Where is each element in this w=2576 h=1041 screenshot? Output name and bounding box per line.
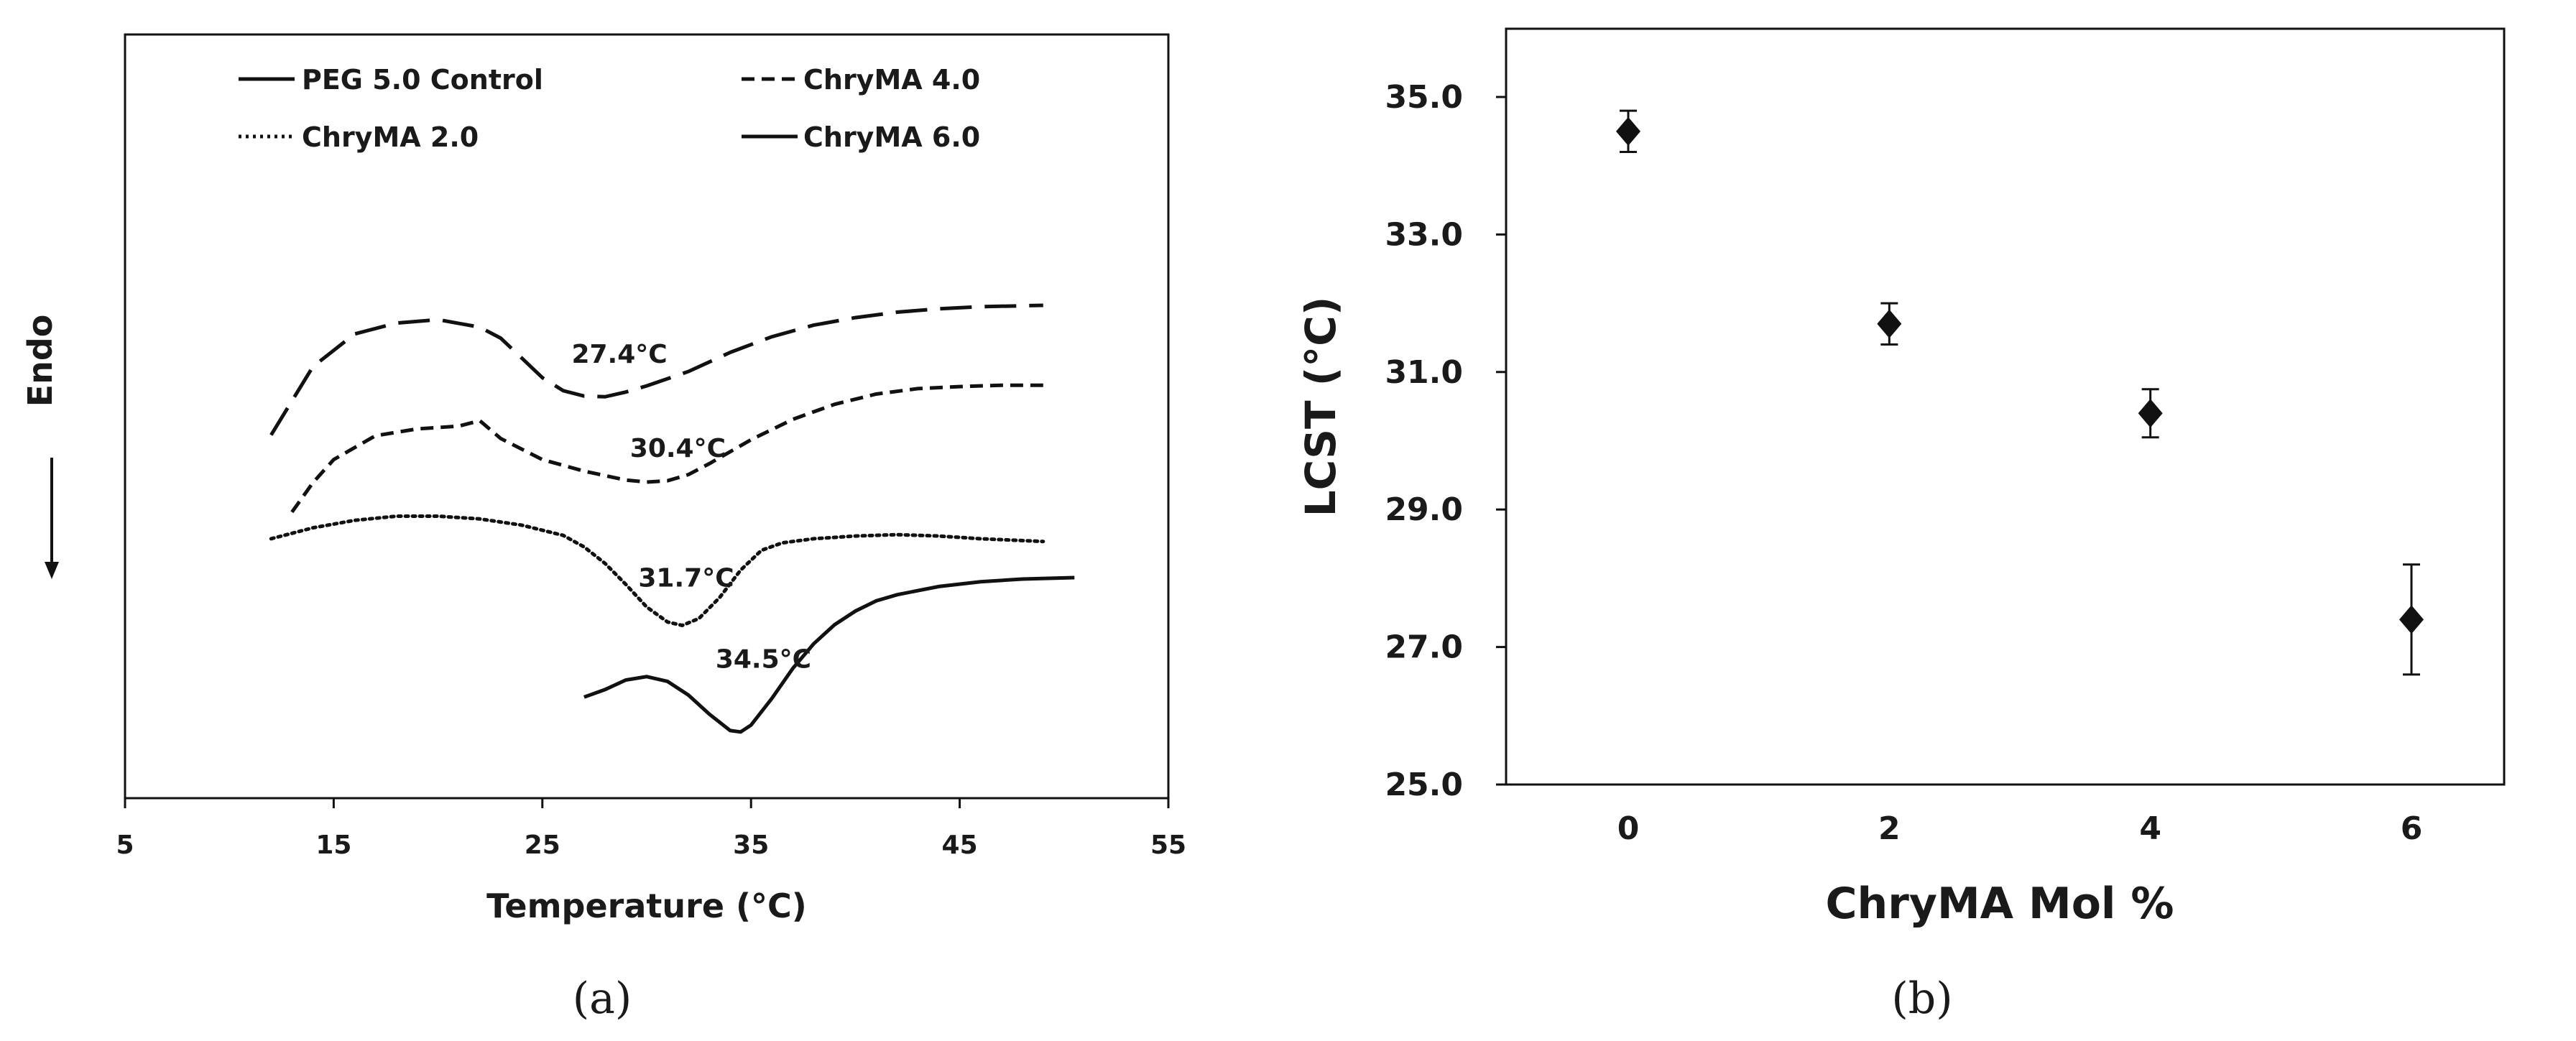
- x-tick-label: 35: [733, 831, 769, 860]
- y-tick-label: 35.0: [1385, 79, 1463, 116]
- x-tick-label: 4: [2139, 810, 2161, 847]
- panel-b-y-axis-label: LCST (°C): [1296, 297, 1345, 517]
- x-tick-label: 6: [2401, 810, 2423, 847]
- diamond-marker: [2399, 605, 2424, 634]
- y-tick-label: 25.0: [1385, 767, 1463, 803]
- legend-label: PEG 5.0 Control: [302, 64, 543, 96]
- data-point: [1877, 302, 1902, 346]
- panel-a-legend: PEG 5.0 Control ChryMA 4.0 ChryMA 2.0 ChryM…: [239, 64, 980, 153]
- panel-a-plot-frame: [124, 33, 1170, 800]
- legend-label: ChryMA 4.0: [803, 64, 980, 96]
- panel-a-dsc-chart: 27.4°C 30.4°C 31.7°C 34.5°C 5 15 25 35 45 55 PEG…: [21, 33, 1186, 1024]
- endo-down-arrow: [45, 458, 59, 579]
- panel-a-y-axis-label: Endo: [21, 315, 60, 407]
- panel-a-curves: [269, 303, 1075, 734]
- x-tick-label: 55: [1150, 831, 1186, 860]
- panel-a-x-ticks: 5 15 25 35 45 55: [116, 798, 1186, 860]
- peak-annotation: 34.5°C: [716, 644, 811, 674]
- data-point: [2399, 563, 2424, 676]
- legend-label: ChryMA 6.0: [803, 121, 980, 153]
- x-tick-label: 0: [1617, 810, 1640, 847]
- panel-b-points: [1616, 109, 2424, 676]
- panel-a-annotations: 27.4°C 30.4°C 31.7°C 34.5°C: [571, 340, 811, 675]
- peak-annotation: 31.7°C: [638, 563, 734, 593]
- y-tick-label: 27.0: [1385, 629, 1463, 666]
- data-point: [1616, 109, 1640, 154]
- x-tick-label: 5: [116, 831, 134, 860]
- x-tick-label: 2: [1878, 810, 1901, 847]
- y-tick-label: 31.0: [1385, 354, 1463, 391]
- y-tick-label: 33.0: [1385, 216, 1463, 253]
- legend-label: ChryMA 2.0: [302, 121, 479, 153]
- x-tick-label: 45: [942, 831, 978, 860]
- y-tick-label: 29.0: [1385, 491, 1463, 528]
- panel-a-x-axis-label: Temperature (°C): [486, 887, 807, 925]
- panel-b-x-axis-label: ChryMA Mol %: [1826, 879, 2174, 929]
- dsc-curve-dashed: [290, 383, 1043, 514]
- diamond-marker: [1877, 309, 1902, 338]
- dsc-curve-long-dash: [269, 303, 1043, 436]
- panel-a-caption: (a): [573, 973, 632, 1024]
- peak-annotation: 30.4°C: [630, 434, 726, 463]
- x-tick-label: 25: [525, 831, 560, 860]
- panel-b-lcst-chart: 25.0 27.0 29.0 31.0 33.0 35.0 0 2 4 6 ChryMA Mol…: [1296, 27, 2506, 1024]
- panel-b-x-ticks: 0 2 4 6: [1617, 810, 2423, 847]
- diamond-marker: [2138, 399, 2163, 428]
- data-point: [2138, 388, 2163, 439]
- panel-b-y-ticks: 25.0 27.0 29.0 31.0 33.0 35.0: [1385, 79, 1506, 803]
- panel-b-caption: (b): [1891, 973, 1952, 1024]
- panel-b-plot-frame: [1505, 27, 2506, 786]
- x-tick-label: 15: [315, 831, 351, 860]
- diamond-marker: [1616, 116, 1640, 146]
- dsc-curve-dotted: [269, 514, 1045, 628]
- peak-annotation: 27.4°C: [571, 340, 667, 369]
- dsc-curve-solid: [583, 575, 1075, 734]
